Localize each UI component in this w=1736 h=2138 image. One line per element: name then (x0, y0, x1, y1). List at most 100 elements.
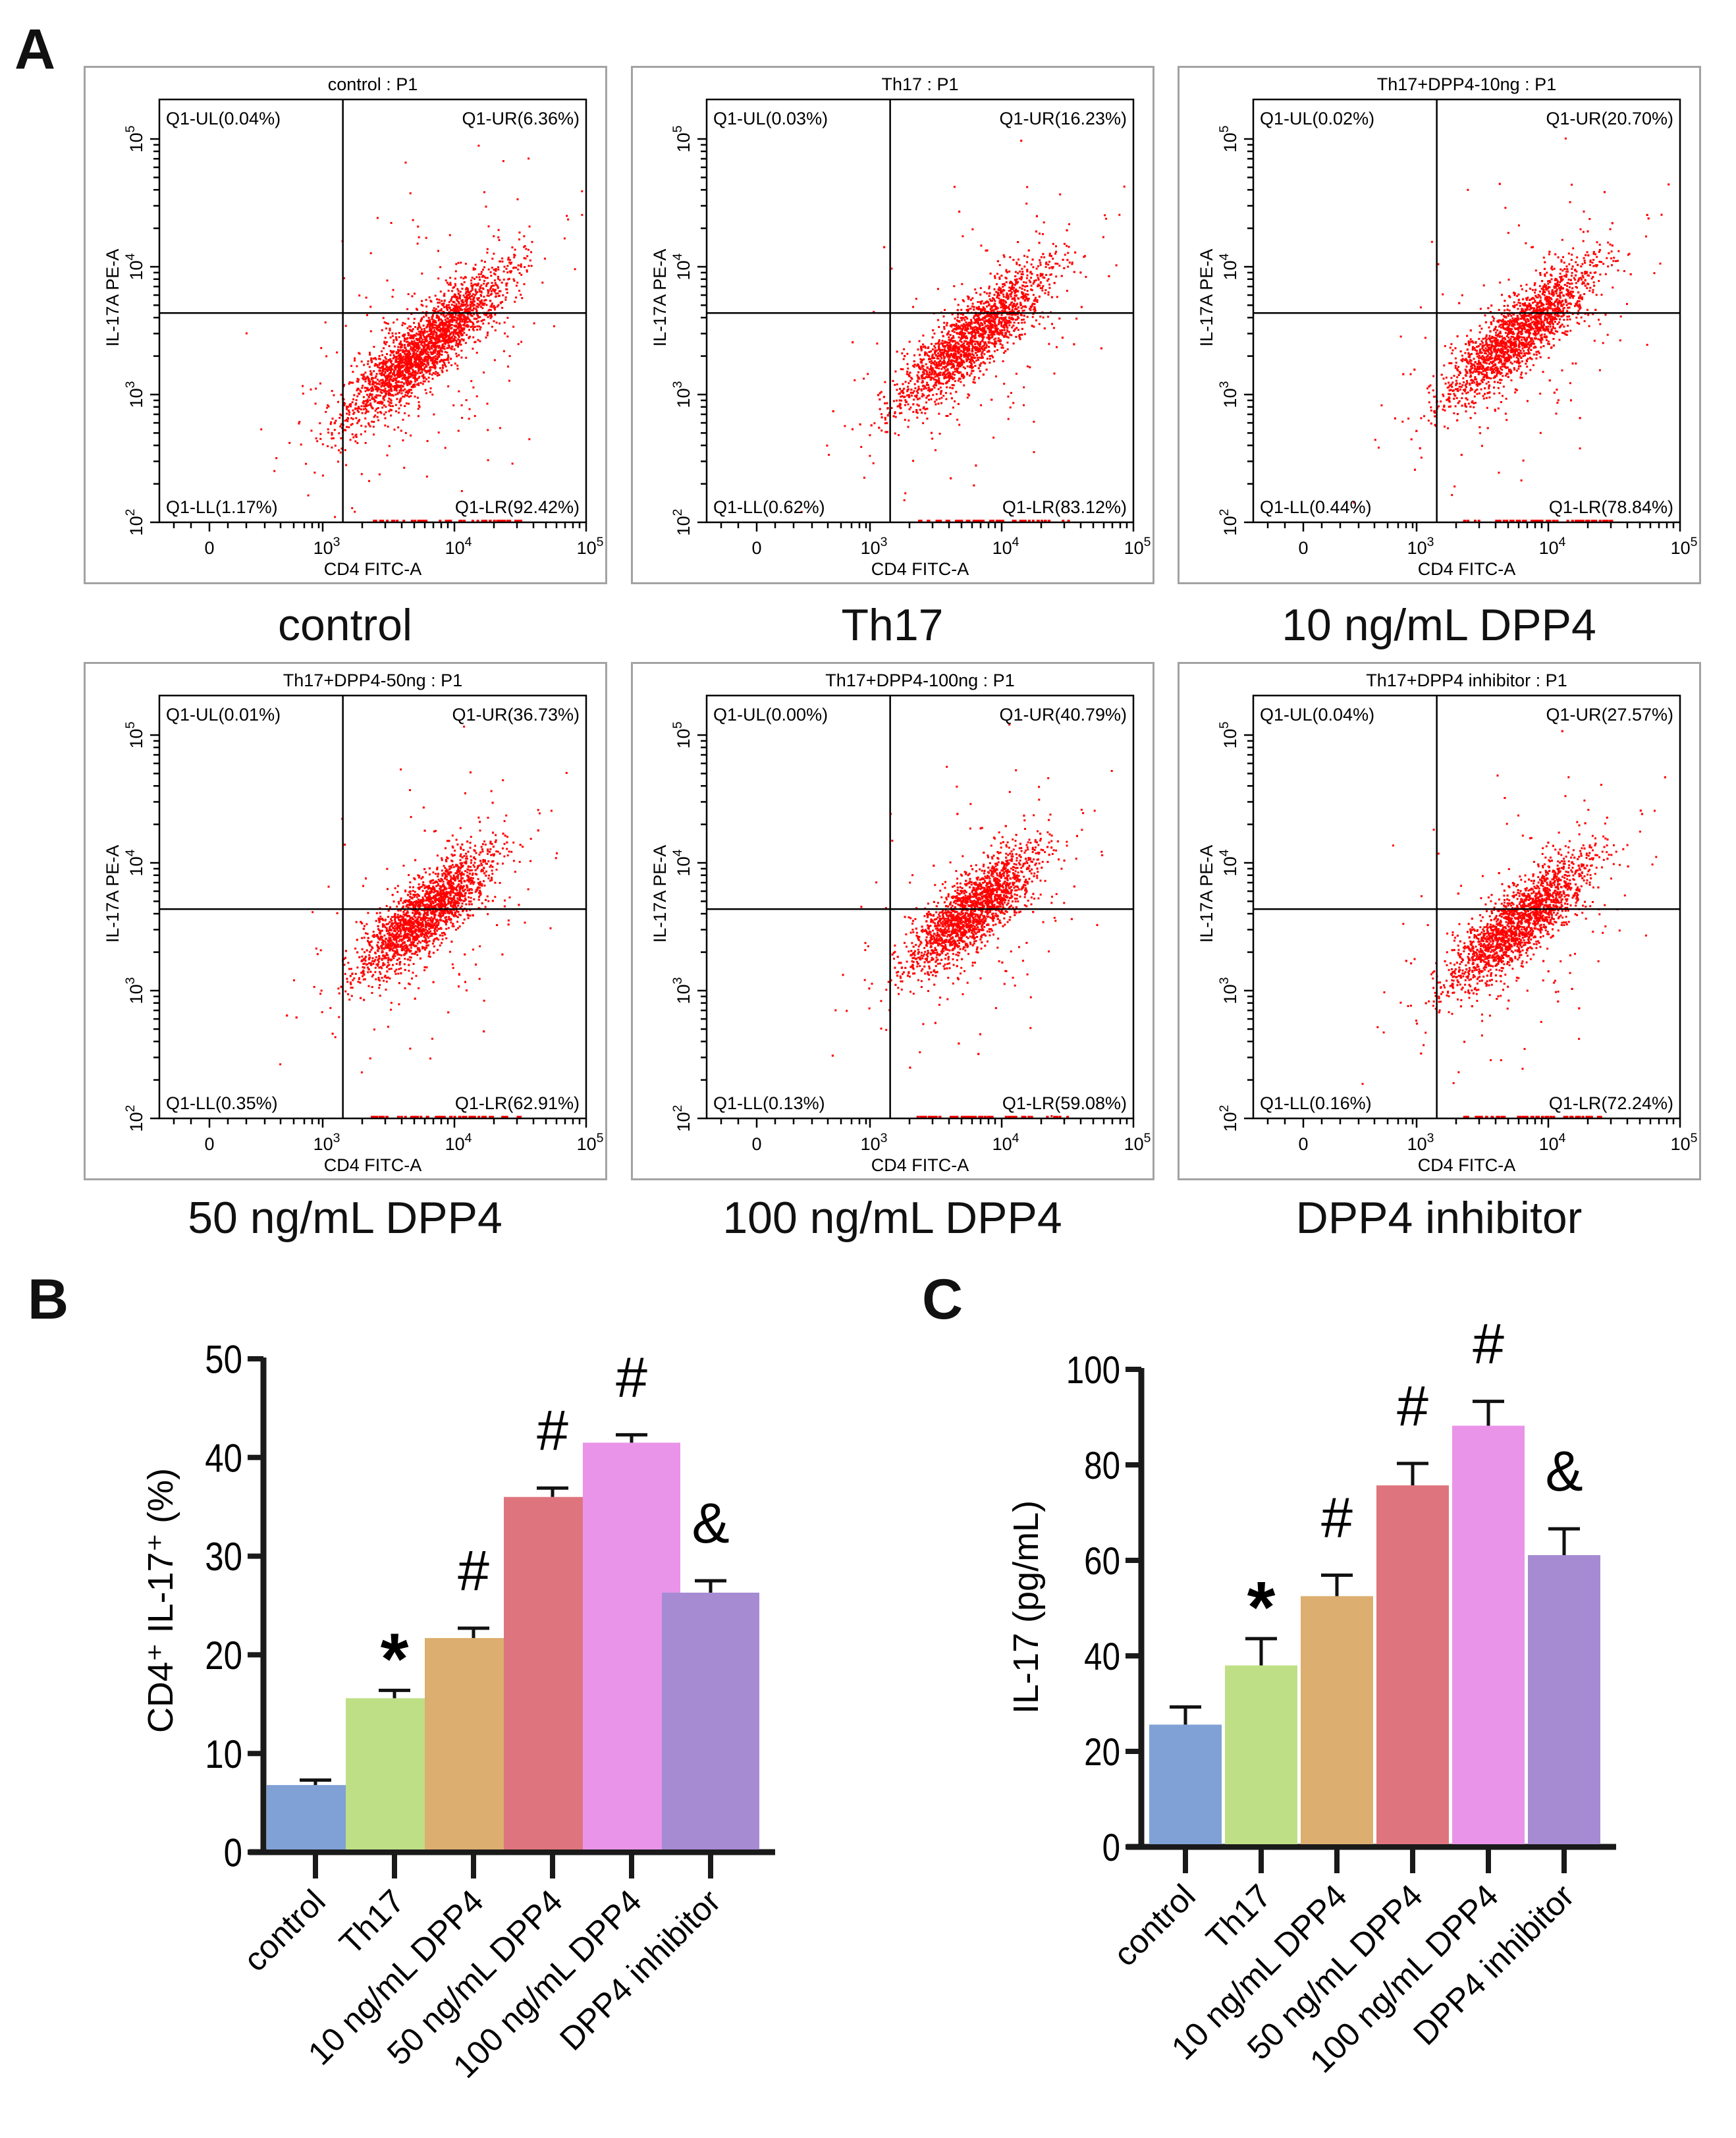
bar-2 (1225, 1665, 1297, 1844)
y-tick-label: 103 (1217, 381, 1240, 408)
y-axis-title: IL-17 (pg/mL) (1006, 1500, 1046, 1714)
x-tick-label: 0 (204, 1134, 214, 1154)
quadrant-label-ul: Q1-UL(0.02%) (1260, 109, 1374, 128)
x-tick-label: 104 (445, 1131, 472, 1154)
y-tick-label: 50 (205, 1338, 242, 1382)
quadrant-label-ll: Q1-LL(0.16%) (1260, 1093, 1372, 1113)
flow-plot-title: control : P1 (328, 74, 418, 94)
quadrant-label-ll: Q1-LL(0.44%) (1260, 497, 1372, 517)
quadrant-label-lr: Q1-LR(59.08%) (1002, 1093, 1127, 1113)
quadrant-label-lr: Q1-LR(83.12%) (1002, 497, 1127, 517)
y-tick-label: 10 (205, 1732, 242, 1776)
flow-plot-4: Th17+DPP4-50ng : P1 Q1-UL(0.01%) Q1-UR(36.… (84, 662, 607, 1180)
x-tick-label: 103 (861, 1131, 888, 1154)
event-dots (279, 725, 568, 1118)
x-axis-label: CD4 FITC-A (324, 559, 422, 579)
quadrant-label-lr: Q1-LR(62.91%) (455, 1093, 580, 1113)
y-tick-label: 105 (670, 722, 693, 749)
significance-marker: * (1247, 1567, 1276, 1648)
x-tick-label: 0 (1298, 538, 1308, 558)
plot-frame (158, 694, 587, 1120)
y-tick-label: 103 (123, 977, 146, 1004)
x-axis-label: CD4 FITC-A (871, 1155, 969, 1175)
significance-marker: * (381, 1618, 409, 1699)
quadrant-label-lr: Q1-LR(72.24%) (1549, 1093, 1673, 1113)
quadrant-label-ur: Q1-UR(36.73%) (452, 705, 580, 725)
significance-marker: # (1321, 1486, 1353, 1549)
bar-1 (1149, 1724, 1222, 1844)
y-axis-ticks (1244, 138, 1253, 524)
quadrant-label-ul: Q1-UL(0.01%) (166, 705, 281, 725)
x-tick-label: 103 (313, 535, 340, 558)
event-dots (800, 140, 1126, 522)
y-axis-ticks (1244, 734, 1253, 1120)
y-axis-ticks (697, 734, 707, 1120)
quadrant-label-ul: Q1-UL(0.00%) (713, 705, 828, 725)
y-axis-label: IL-17A PE-A (650, 249, 670, 347)
bar-5 (1452, 1425, 1525, 1844)
y-tick-label: 103 (123, 381, 146, 408)
quadrant-label-lr: Q1-LR(92.42%) (455, 497, 580, 517)
y-tick-label: 105 (1217, 126, 1240, 153)
flow-plot-svg: Th17 : P1 Q1-UL(0.03%) Q1-UR(16.23%) Q1-LL(… (650, 74, 1151, 579)
y-tick-label: 104 (123, 849, 146, 876)
x-tick-label: 103 (313, 1131, 340, 1154)
flow-plot-title: Th17 : P1 (881, 74, 958, 94)
y-tick-label: 104 (670, 253, 693, 280)
quadrant-label-ur: Q1-UR(20.70%) (1546, 109, 1673, 128)
y-tick-label: 20 (205, 1633, 242, 1678)
y-tick-label: 104 (1217, 253, 1240, 280)
bar-6 (662, 1593, 759, 1850)
flow-plot-5: Th17+DPP4-100ng : P1 Q1-UL(0.00%) Q1-UR(40… (631, 662, 1154, 1180)
significance-marker: # (616, 1346, 647, 1409)
quadrant-label-ul: Q1-UL(0.04%) (166, 109, 281, 128)
quadrant-label-ur: Q1-UR(40.79%) (999, 705, 1127, 725)
x-axis-ticks (1266, 522, 1681, 532)
y-tick-label: 102 (670, 509, 693, 536)
y-axis-ticks (150, 138, 159, 524)
quadrant-label-ur: Q1-UR(6.36%) (462, 109, 580, 128)
flow-plot-title: Th17+DPP4-100ng : P1 (825, 671, 1014, 690)
plot-frame (1252, 694, 1681, 1120)
x-tick-label: 0 (204, 538, 214, 558)
x-axis-label: CD4 FITC-A (1418, 1155, 1516, 1175)
y-tick-label: 104 (670, 849, 693, 876)
quadrant-label-ll: Q1-LL(0.13%) (713, 1093, 825, 1113)
event-dots (831, 723, 1113, 1118)
significance-marker: # (537, 1399, 568, 1462)
y-tick-label: 100 (1066, 1349, 1120, 1392)
bar-6 (1528, 1555, 1600, 1844)
y-axis-ticks (697, 138, 707, 524)
event-dots (245, 144, 583, 522)
x-tick-label: 105 (1124, 1131, 1151, 1154)
flow-plot-caption: Th17 (841, 600, 944, 650)
y-tick-label: 60 (1084, 1540, 1120, 1583)
x-tick-label: 104 (1539, 535, 1566, 558)
y-tick-label: 102 (123, 1105, 146, 1132)
x-axis-ticks (720, 1118, 1135, 1128)
quadrant-label-ll: Q1-LL(0.62%) (713, 497, 825, 517)
y-tick-label: 0 (224, 1831, 242, 1875)
x-axis-ticks (1266, 1118, 1681, 1128)
bar-3 (1301, 1596, 1373, 1844)
quadrant-label-ul: Q1-UL(0.04%) (1260, 705, 1374, 725)
x-axis-label: CD4 FITC-A (1418, 559, 1516, 579)
panel-label-c: C (922, 1268, 963, 1331)
x-tick-label: 104 (1539, 1131, 1566, 1154)
y-tick-label: 30 (205, 1535, 242, 1579)
y-tick-label: 80 (1084, 1444, 1120, 1487)
y-tick-label: 102 (1217, 509, 1240, 536)
x-axis-ticks (720, 522, 1135, 532)
y-axis-label: IL-17A PE-A (103, 249, 122, 347)
y-tick-label: 105 (670, 126, 693, 153)
plot-frame (1252, 98, 1681, 524)
quadrant-label-ll: Q1-LL(0.35%) (166, 1093, 278, 1113)
x-axis-ticks (173, 1118, 587, 1128)
x-tick-label: 0 (1298, 1134, 1308, 1154)
flow-plot-svg: control : P1 Q1-UL(0.04%) Q1-UR(6.36%) Q1-L… (103, 74, 603, 579)
x-tick-label: 103 (861, 535, 888, 558)
y-tick-label: 40 (205, 1437, 242, 1481)
